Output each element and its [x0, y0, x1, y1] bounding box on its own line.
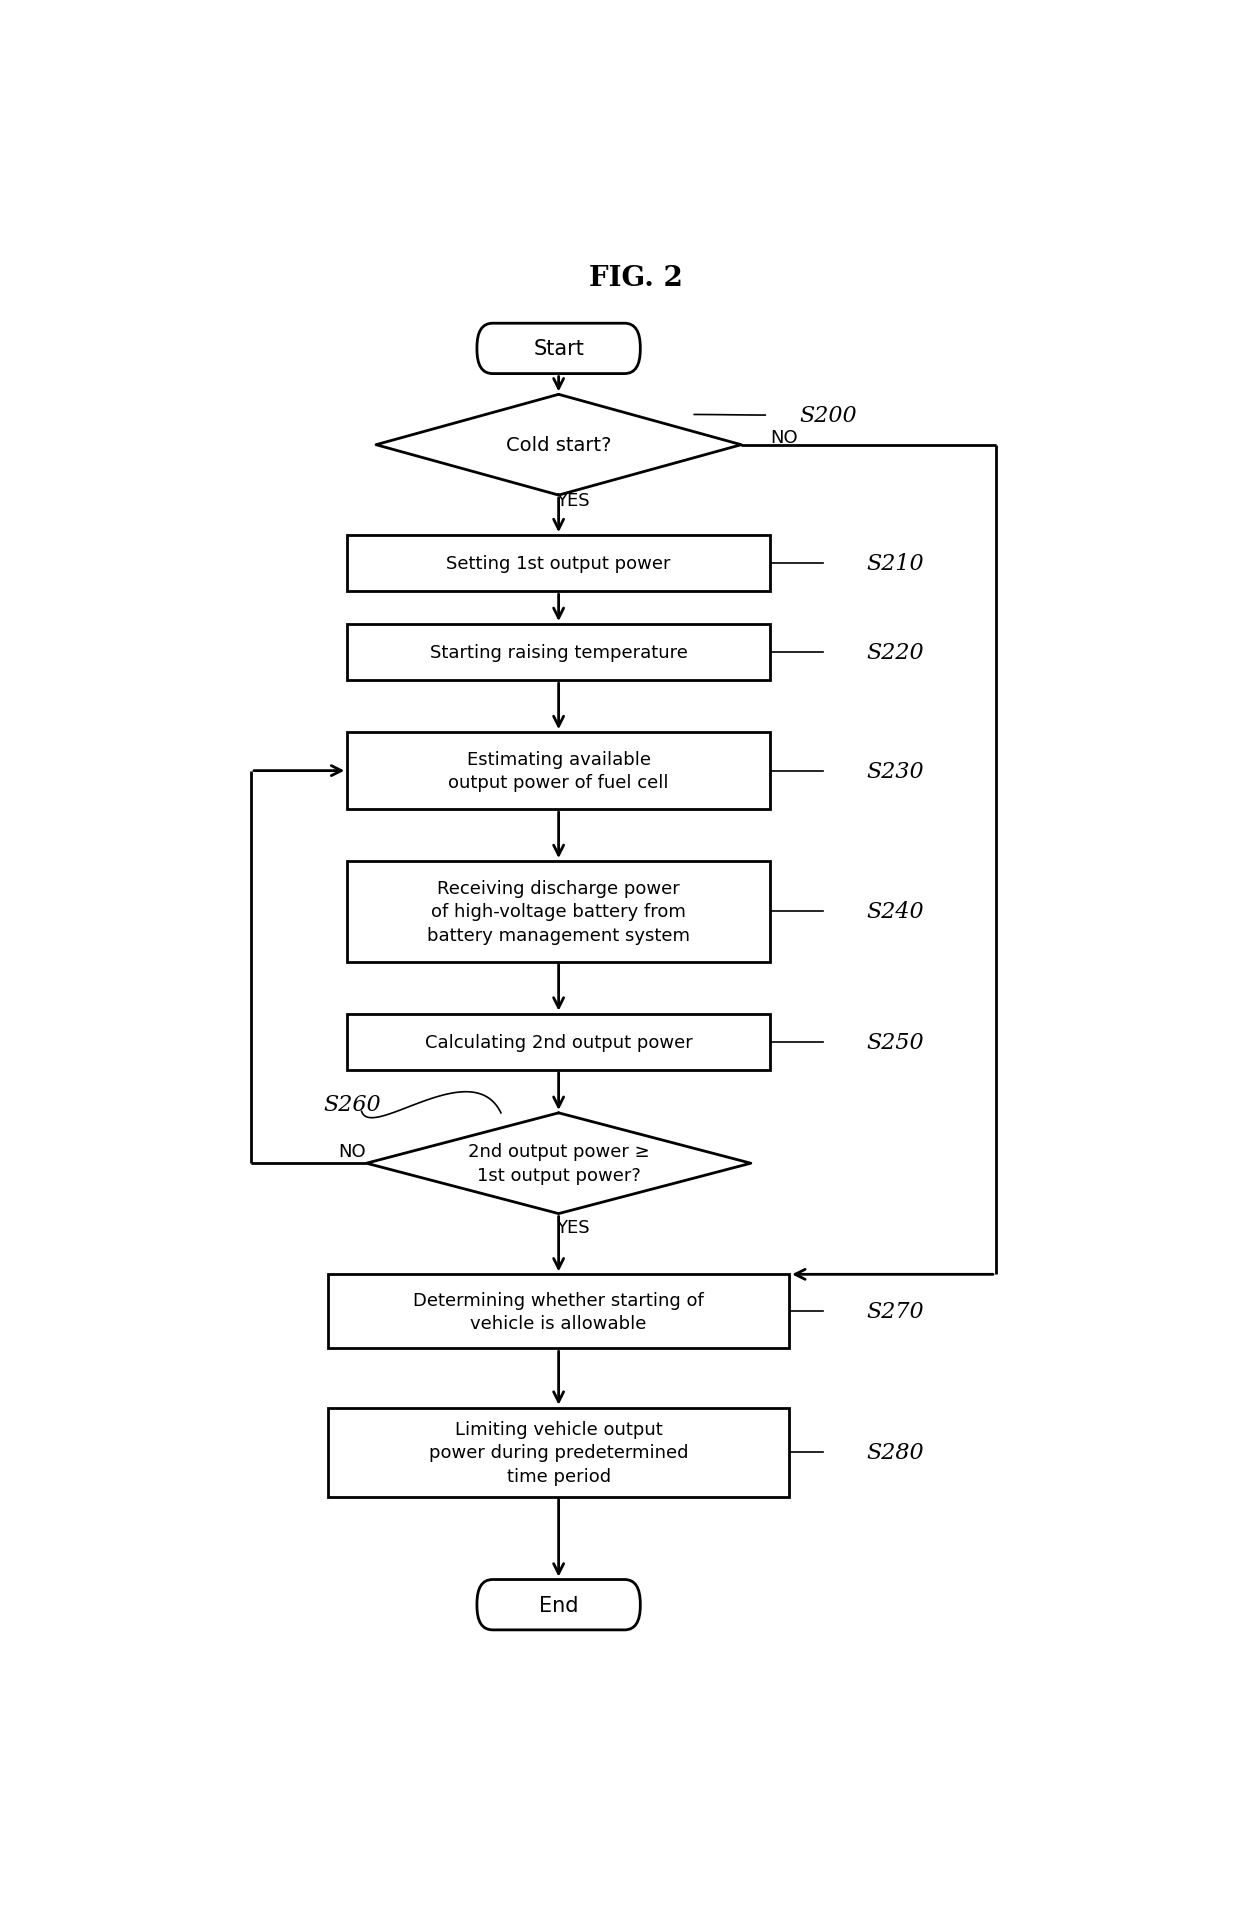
Text: Starting raising temperature: Starting raising temperature — [430, 644, 687, 662]
Text: S250: S250 — [866, 1031, 924, 1054]
Text: Cold start?: Cold start? — [506, 437, 611, 456]
Bar — [347, 862, 770, 962]
Text: S220: S220 — [866, 642, 924, 663]
Text: Estimating available
output power of fuel cell: Estimating available output power of fue… — [449, 750, 668, 792]
Bar — [347, 537, 770, 592]
Text: S260: S260 — [324, 1094, 381, 1115]
Text: FIG. 2: FIG. 2 — [589, 265, 682, 292]
Bar — [327, 1408, 789, 1496]
Text: Setting 1st output power: Setting 1st output power — [446, 556, 671, 573]
Text: S270: S270 — [866, 1300, 924, 1323]
Text: YES: YES — [557, 1219, 590, 1236]
Text: NO: NO — [770, 429, 799, 446]
Bar — [347, 1013, 770, 1071]
Text: S280: S280 — [866, 1442, 924, 1463]
Text: S230: S230 — [866, 760, 924, 783]
Text: End: End — [539, 1594, 578, 1615]
Bar — [347, 733, 770, 810]
Bar — [347, 625, 770, 681]
Text: S200: S200 — [799, 406, 857, 427]
Text: S210: S210 — [866, 554, 924, 575]
Text: Start: Start — [533, 338, 584, 360]
Text: NO: NO — [339, 1142, 366, 1161]
Text: 2nd output power ≥
1st output power?: 2nd output power ≥ 1st output power? — [467, 1142, 650, 1185]
FancyBboxPatch shape — [477, 325, 640, 375]
Bar — [327, 1275, 789, 1348]
Text: YES: YES — [557, 490, 590, 510]
FancyBboxPatch shape — [477, 1579, 640, 1631]
Text: Calculating 2nd output power: Calculating 2nd output power — [425, 1033, 692, 1052]
Text: S240: S240 — [866, 900, 924, 923]
Text: Receiving discharge power
of high-voltage battery from
battery management system: Receiving discharge power of high-voltag… — [427, 879, 691, 944]
Text: Determining whether starting of
vehicle is allowable: Determining whether starting of vehicle … — [413, 1290, 704, 1333]
Text: Limiting vehicle output
power during predetermined
time period: Limiting vehicle output power during pre… — [429, 1419, 688, 1485]
